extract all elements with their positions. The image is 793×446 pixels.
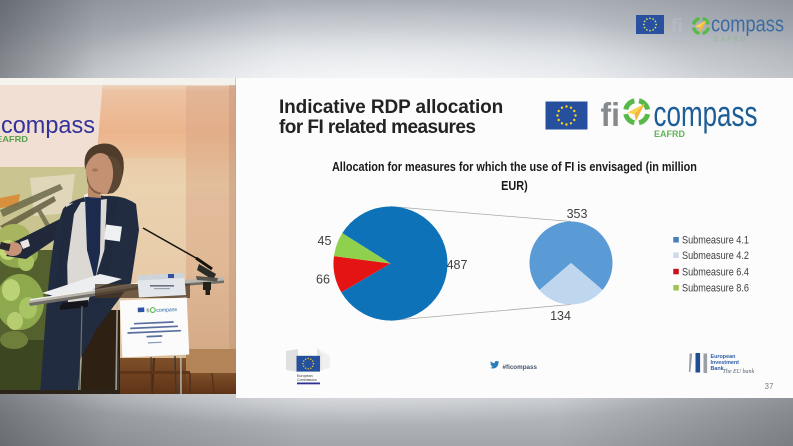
svg-text:Commission: Commission [297,378,317,382]
svg-text:E A F R D: E A F R D [714,37,745,44]
svg-text:353: 353 [566,207,587,221]
svg-text:Submeasure 8.6: Submeasure 8.6 [682,282,749,294]
svg-text:EAFRD: EAFRD [654,129,685,140]
svg-text:66: 66 [316,272,330,286]
svg-text:compass: compass [156,306,177,313]
svg-text:Bank: Bank [710,366,723,372]
svg-text:Submeasure 4.1: Submeasure 4.1 [682,234,749,246]
svg-text:Submeasure 4.2: Submeasure 4.2 [682,250,749,262]
svg-text:Submeasure 6.4: Submeasure 6.4 [682,266,749,278]
svg-text:fi: fi [671,16,683,37]
svg-text:fi: fi [146,308,150,314]
svg-text:EAFRD: EAFRD [0,134,28,144]
svg-text:compass: compass [1,112,95,139]
svg-text:#ficompass: #ficompass [502,364,537,371]
svg-text:The EU bank: The EU bank [722,369,754,375]
svg-text:fi: fi [600,96,620,133]
svg-text:487: 487 [446,258,467,272]
svg-text:45: 45 [317,234,331,248]
svg-text:compass: compass [711,12,784,37]
svg-text:134: 134 [550,309,571,323]
svg-text:Investment: Investment [710,360,739,366]
svg-text:European: European [710,354,735,360]
svg-text:compass: compass [653,96,757,134]
svg-text:European: European [297,374,313,378]
